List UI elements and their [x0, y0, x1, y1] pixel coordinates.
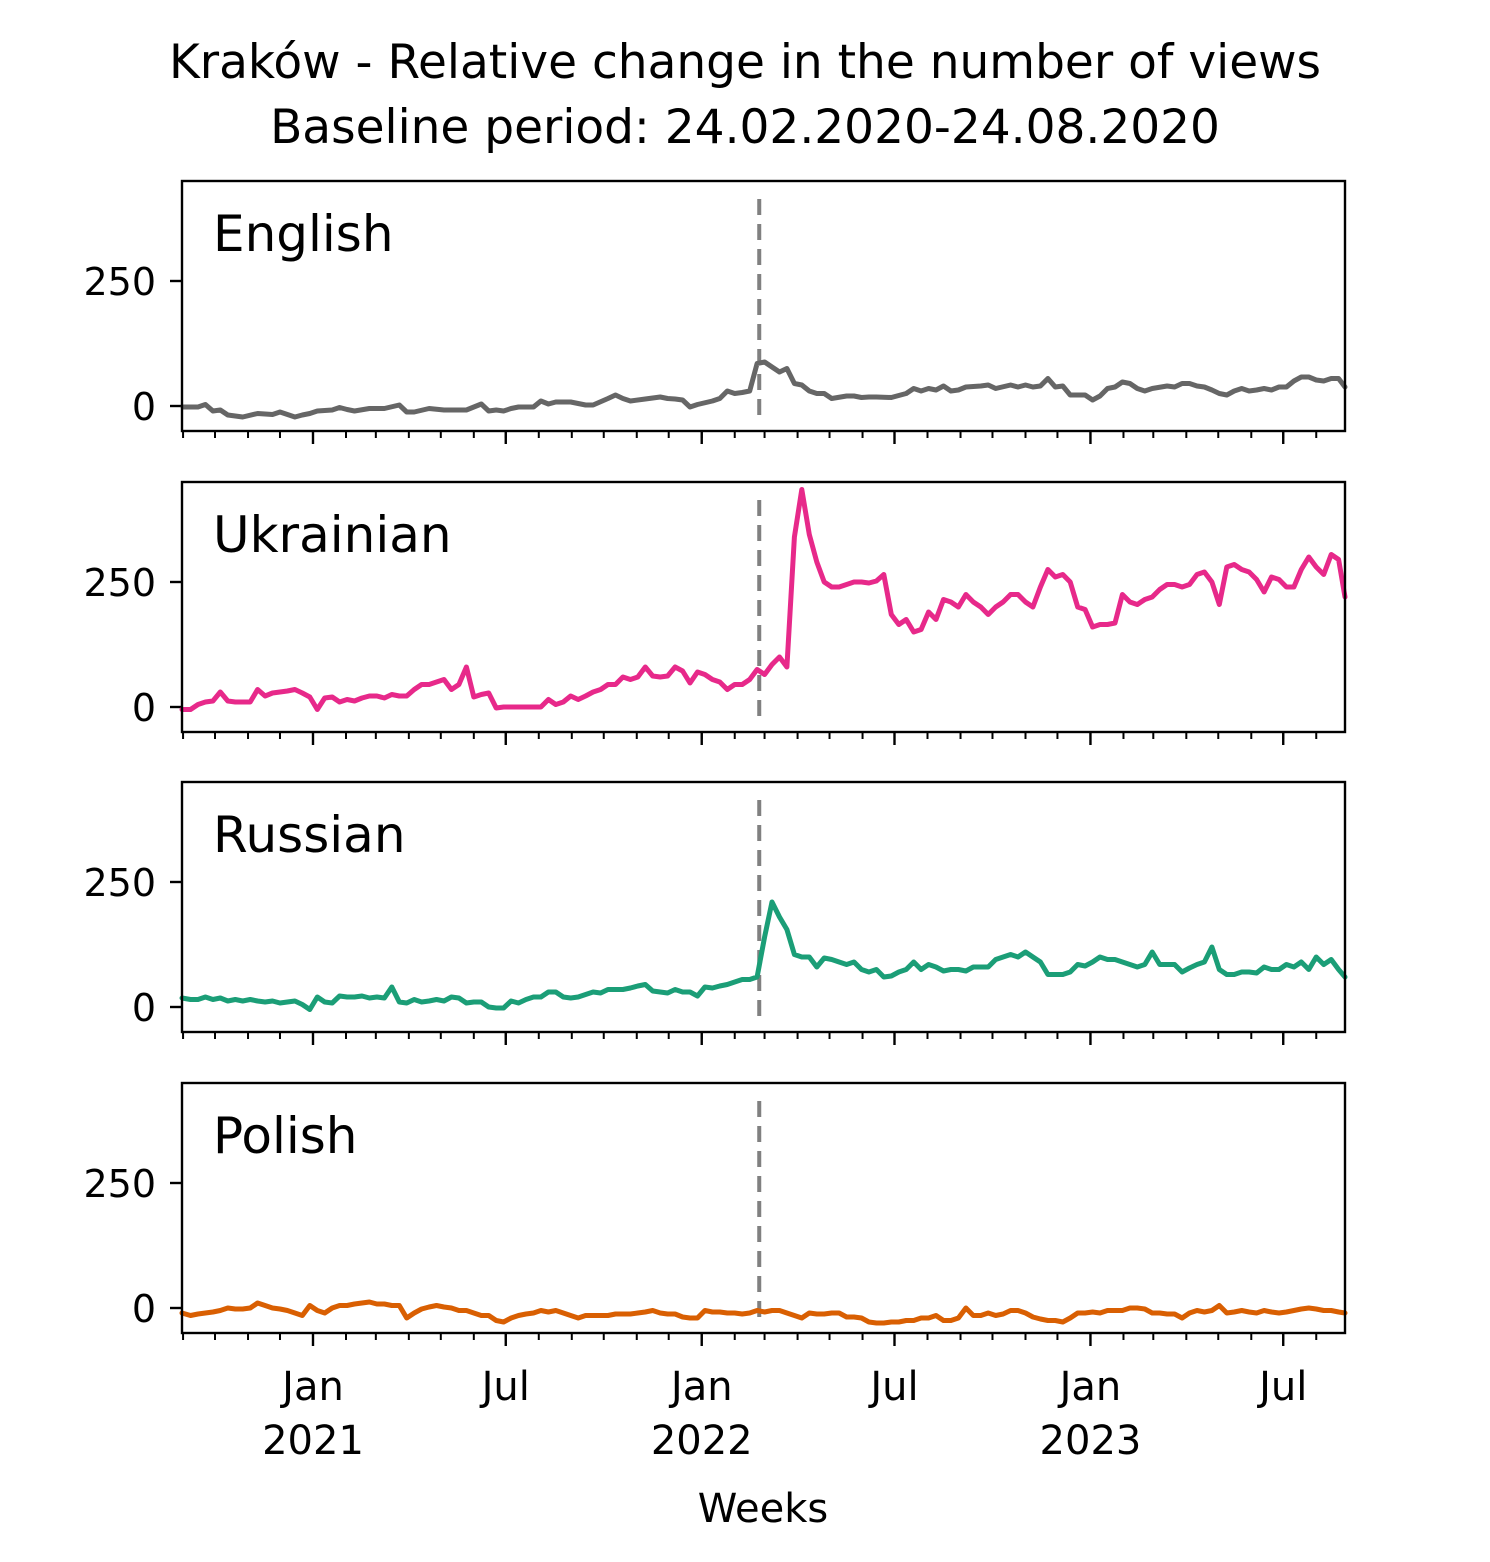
y-tick-label: 250 [83, 561, 156, 605]
series-label-english: English [213, 205, 394, 263]
panel-ukrainian: 0 250 Ukrainian [83, 480, 1348, 745]
x-axis-label: Weeks [698, 1486, 828, 1532]
y-tick-label: 0 [132, 385, 156, 429]
x-tick-label: Jul [479, 1364, 530, 1410]
y-tick-label: 0 [132, 986, 156, 1030]
x-tick-year-label: 2023 [1040, 1418, 1142, 1464]
series-label-polish: Polish [213, 1107, 357, 1165]
series-line-english [180, 359, 1348, 420]
panel-polish: 0 250 Polish Jan 2021 Jul Jan 2022 Jul Jan 2023 Jul [83, 1081, 1348, 1464]
x-tick-year-label: 2022 [651, 1418, 753, 1464]
series-line-polish [179, 1299, 1348, 1326]
panel-frame [180, 1081, 1347, 1335]
x-tick-year-label: 2021 [262, 1418, 364, 1464]
x-tick-label: Jul [867, 1364, 918, 1410]
panel-russian: 0 250 Russian [83, 780, 1348, 1045]
series-line-russian [179, 899, 1348, 1012]
panel-english: 0 250 English [83, 179, 1348, 444]
series-label-russian: Russian [213, 806, 406, 864]
series-line-ukrainian [179, 487, 1348, 712]
chart-title: Kraków - Relative change in the number o… [169, 35, 1321, 90]
series-label-ukrainian: Ukrainian [213, 506, 452, 564]
panel-frame [180, 480, 1347, 734]
panel-frame [180, 780, 1347, 1034]
x-tick-label: Jan [1057, 1364, 1122, 1410]
panel-frame [180, 179, 1347, 433]
y-tick-label: 250 [83, 260, 156, 304]
y-tick-label: 0 [132, 1287, 156, 1331]
y-tick-label: 0 [132, 686, 156, 730]
x-tick-label: Jul [1256, 1364, 1307, 1410]
chart-subtitle: Baseline period: 24.02.2020-24.08.2020 [270, 100, 1220, 155]
x-tick-label: Jan [668, 1364, 733, 1410]
y-tick-label: 250 [83, 861, 156, 905]
y-tick-label: 250 [83, 1162, 156, 1206]
x-tick-label: Jan [279, 1364, 344, 1410]
panels: 0 250 English 0 250 Ukrainian 0 250 Russian 0 250 P… [83, 179, 1348, 1464]
